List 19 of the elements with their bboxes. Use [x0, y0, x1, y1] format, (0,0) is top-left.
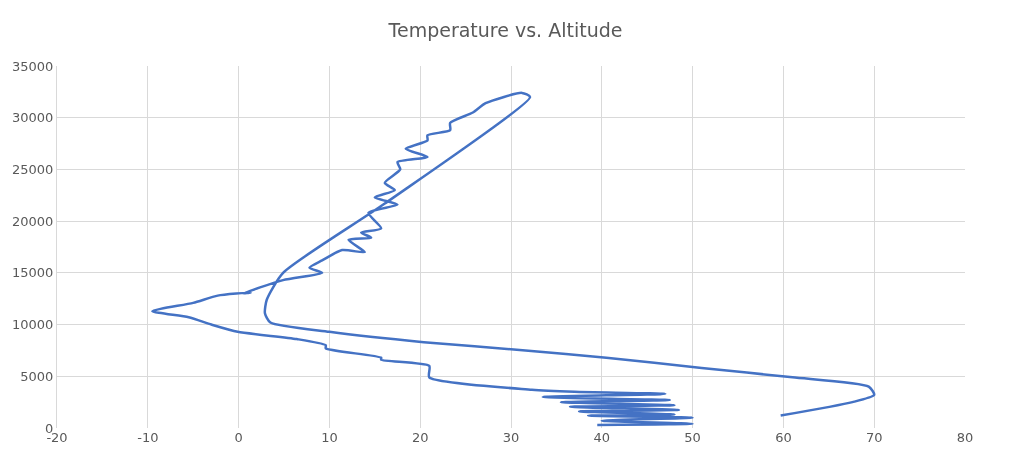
y-tick-label: 35000 [12, 58, 54, 74]
x-tick-label: 70 [865, 430, 883, 445]
x-tick-label: -10 [137, 430, 159, 445]
x-tick-label: 10 [321, 430, 338, 445]
y-tick-label: 5000 [20, 368, 54, 384]
x-tick-label: 60 [775, 430, 792, 445]
y-tick-label: 20000 [12, 213, 54, 229]
x-tick-label: 20 [411, 430, 429, 445]
chart-title: Temperature vs. Altitude [387, 18, 623, 41]
x-tick-label: 80 [956, 430, 974, 445]
y-tick-label: 10000 [12, 317, 54, 333]
y-tick-label: 25000 [12, 161, 54, 177]
x-tick-label: 0 [234, 430, 243, 445]
x-tick-label: 40 [593, 430, 611, 445]
x-tick-label: 50 [684, 430, 701, 445]
x-tick-label: 30 [502, 430, 520, 445]
line-series [151, 91, 876, 427]
y-tick-label: 15000 [12, 265, 54, 281]
y-tick-label: 30000 [12, 110, 54, 126]
